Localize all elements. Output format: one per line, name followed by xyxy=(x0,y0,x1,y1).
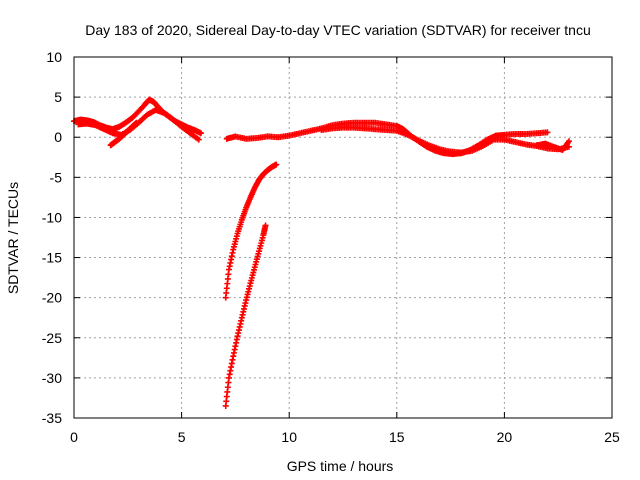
series-drop-a xyxy=(222,161,280,301)
y-tick-label: -35 xyxy=(42,410,62,426)
data-point xyxy=(195,136,202,143)
x-tick-label: 15 xyxy=(389,429,405,445)
y-tick-label: -20 xyxy=(42,290,62,306)
data-point xyxy=(133,119,140,126)
chart-title: Day 183 of 2020, Sidereal Day-to-day VTE… xyxy=(85,22,591,38)
tick-labels: 0 5 10 15 20 25 10 5 0 -5 -10 -15 -20 -25 -30 -35 xyxy=(42,49,620,445)
x-tick-label: 10 xyxy=(281,429,297,445)
series-drop-b xyxy=(222,222,269,409)
x-axis-label: GPS time / hours xyxy=(287,458,394,474)
y-tick-label: 0 xyxy=(54,129,62,145)
y-axis-label: SDTVAR / TECUs xyxy=(5,182,21,294)
grid xyxy=(74,57,612,418)
plot-frame xyxy=(73,56,613,419)
data-point xyxy=(544,129,551,136)
data-points xyxy=(71,96,572,409)
y-tick-label: 5 xyxy=(54,89,62,105)
series-arc-mid-b xyxy=(318,124,572,156)
y-tick-label: 10 xyxy=(46,49,62,65)
data-point xyxy=(273,161,280,168)
series-arc-short xyxy=(107,119,140,149)
x-tick-label: 5 xyxy=(178,429,186,445)
data-point xyxy=(197,130,204,137)
x-tick-label: 25 xyxy=(604,429,620,445)
data-point xyxy=(262,222,269,229)
y-tick-label: -5 xyxy=(50,169,63,185)
y-tick-label: -10 xyxy=(42,209,62,225)
y-tick-label: -30 xyxy=(42,370,62,386)
x-tick-label: 0 xyxy=(70,429,78,445)
data-point xyxy=(565,138,572,145)
y-tick-label: -15 xyxy=(42,250,62,266)
series-arc-late xyxy=(533,138,572,154)
x-tick-label: 20 xyxy=(497,429,513,445)
y-tick-label: -25 xyxy=(42,330,62,346)
